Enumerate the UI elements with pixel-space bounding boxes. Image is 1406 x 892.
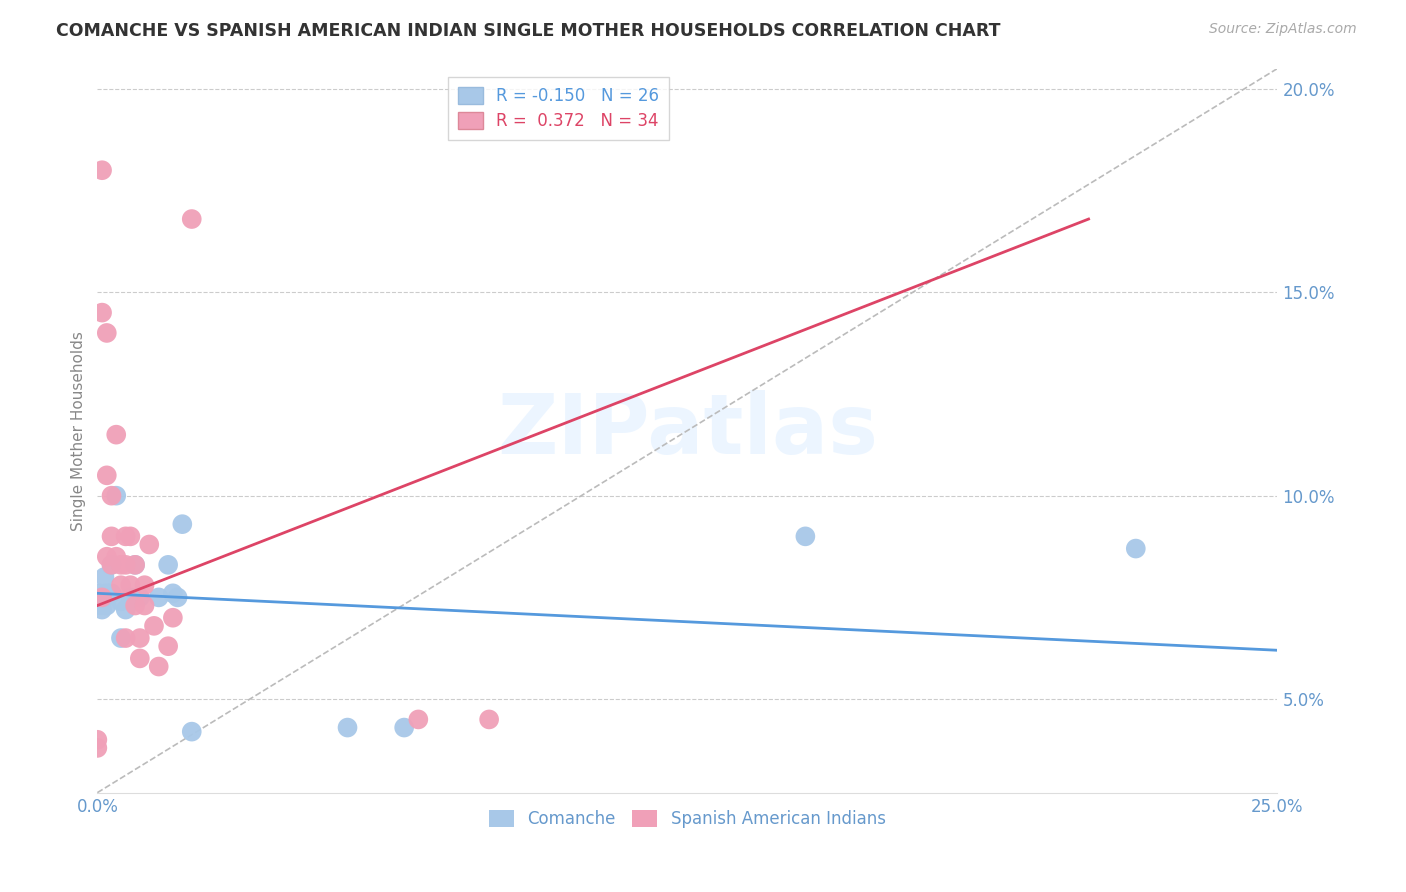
Point <box>124 599 146 613</box>
Point <box>91 163 114 178</box>
Point <box>96 326 118 340</box>
Point <box>114 529 136 543</box>
Legend: Comanche, Spanish American Indians: Comanche, Spanish American Indians <box>482 804 893 835</box>
Point <box>91 602 114 616</box>
Point <box>128 591 150 605</box>
Point <box>408 713 430 727</box>
Point <box>110 558 132 572</box>
Point <box>91 591 114 605</box>
Point <box>128 651 150 665</box>
Point <box>110 578 132 592</box>
Point <box>100 586 122 600</box>
Text: COMANCHE VS SPANISH AMERICAN INDIAN SINGLE MOTHER HOUSEHOLDS CORRELATION CHART: COMANCHE VS SPANISH AMERICAN INDIAN SING… <box>56 22 1001 40</box>
Point <box>96 599 118 613</box>
Point <box>180 212 202 227</box>
Point <box>166 591 188 605</box>
Point <box>110 631 132 645</box>
Point <box>100 558 122 572</box>
Point <box>162 586 184 600</box>
Point <box>120 578 142 592</box>
Point <box>86 732 108 747</box>
Point <box>392 721 415 735</box>
Point <box>148 591 170 605</box>
Point <box>110 594 132 608</box>
Point <box>105 549 128 564</box>
Point <box>100 529 122 543</box>
Point <box>162 611 184 625</box>
Point <box>91 594 114 608</box>
Point <box>128 631 150 645</box>
Point <box>96 468 118 483</box>
Point <box>100 489 122 503</box>
Point <box>100 558 122 572</box>
Point <box>336 721 359 735</box>
Point <box>120 591 142 605</box>
Point <box>114 631 136 645</box>
Point <box>134 578 156 592</box>
Point <box>794 529 817 543</box>
Point <box>93 570 115 584</box>
Point <box>134 599 156 613</box>
Point <box>148 659 170 673</box>
Point <box>180 724 202 739</box>
Point <box>143 619 166 633</box>
Point <box>124 558 146 572</box>
Point <box>91 305 114 319</box>
Point <box>96 549 118 564</box>
Point <box>120 529 142 543</box>
Point <box>124 558 146 572</box>
Point <box>114 558 136 572</box>
Point <box>114 602 136 616</box>
Point <box>105 427 128 442</box>
Y-axis label: Single Mother Households: Single Mother Households <box>72 331 86 531</box>
Point <box>138 537 160 551</box>
Point <box>172 517 194 532</box>
Point <box>157 558 180 572</box>
Text: ZIPatlas: ZIPatlas <box>496 390 877 471</box>
Point <box>89 586 111 600</box>
Point <box>157 639 180 653</box>
Point <box>105 489 128 503</box>
Text: Source: ZipAtlas.com: Source: ZipAtlas.com <box>1209 22 1357 37</box>
Point <box>1125 541 1147 556</box>
Point <box>90 599 112 613</box>
Point <box>96 586 118 600</box>
Point <box>478 713 501 727</box>
Point <box>86 740 108 755</box>
